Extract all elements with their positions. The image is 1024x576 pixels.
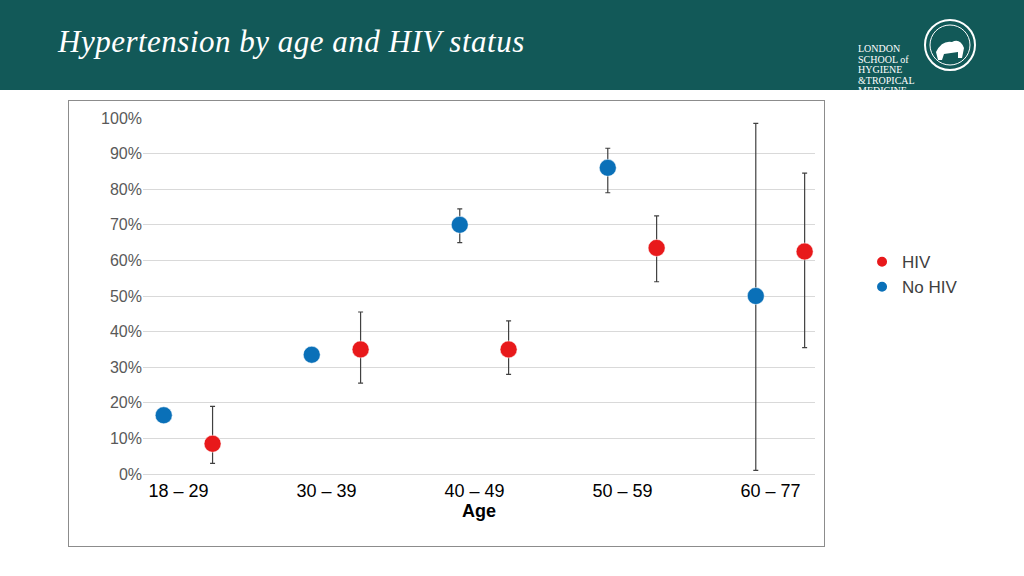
svg-text:100%: 100% xyxy=(101,110,142,127)
svg-text:60 – 77: 60 – 77 xyxy=(741,481,801,501)
svg-text:Age: Age xyxy=(462,501,496,521)
svg-text:10%: 10% xyxy=(110,430,142,447)
svg-text:40 – 49: 40 – 49 xyxy=(445,481,505,501)
svg-text:18 – 29: 18 – 29 xyxy=(148,481,208,501)
svg-text:No HIV: No HIV xyxy=(902,278,957,297)
svg-text:60%: 60% xyxy=(110,252,142,269)
html-text:SCHOOL of: SCHOOL of xyxy=(858,53,909,65)
svg-text:HIV: HIV xyxy=(902,253,931,272)
svg-text:40%: 40% xyxy=(110,323,142,340)
svg-text:80%: 80% xyxy=(110,181,142,198)
html-text:MEDICINE: MEDICINE xyxy=(858,85,907,96)
html-text:LONDON: LONDON xyxy=(858,43,901,54)
svg-text:90%: 90% xyxy=(110,145,142,162)
svg-text:30%: 30% xyxy=(110,359,142,376)
svg-text:30 – 39: 30 – 39 xyxy=(297,481,357,501)
svg-text:0%: 0% xyxy=(119,466,142,483)
svg-text:70%: 70% xyxy=(110,216,142,233)
svg-text:50 – 59: 50 – 59 xyxy=(593,481,653,501)
svg-text:50%: 50% xyxy=(110,288,142,305)
html-text:Hypertension by age and HIV st: Hypertension by age and HIV status xyxy=(58,24,525,59)
html-text:&TROPICAL: &TROPICAL xyxy=(858,74,915,86)
svg-text:20%: 20% xyxy=(110,394,142,411)
html-text:HYGIENE: HYGIENE xyxy=(858,64,903,75)
